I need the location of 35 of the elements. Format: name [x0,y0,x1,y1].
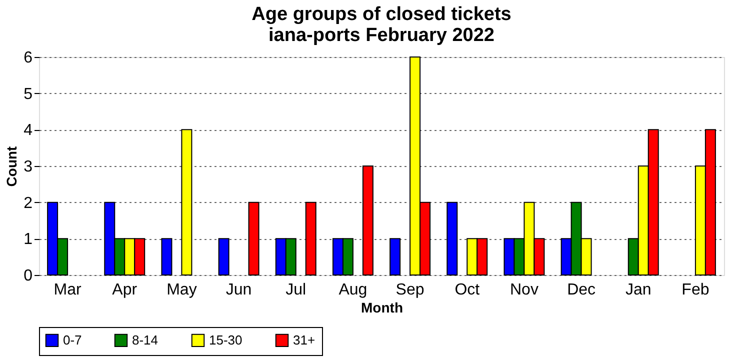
x-tick-label: Jul [286,282,306,298]
y-tick-label: 1 [24,231,33,248]
bar [161,238,172,276]
x-axis-title: Month [361,300,403,316]
y-tick-label: 0 [24,268,33,284]
y-tick-label: 5 [24,86,33,103]
bar [181,129,192,276]
bar [446,202,458,276]
bar [248,202,260,276]
x-tick-label: Apr [112,282,138,298]
chart-subtitle: iana-ports February 2022 [268,25,494,46]
x-tick-label: Dec [567,282,596,298]
y-tick-label: 4 [24,122,33,140]
bar [362,166,374,276]
x-tick-label: Nov [510,282,538,298]
x-tick-label: Oct [454,282,480,298]
x-tick-label: Mar [54,282,82,298]
legend-label: 0-7 [63,332,82,348]
x-tick-label: Aug [338,282,368,298]
legend-label: 15-30 [209,332,242,348]
y-tick-label: 6 [24,50,33,66]
legend-label: 8-14 [132,332,158,348]
x-tick-label: Feb [682,282,710,298]
x-tick-label: Jun [226,282,252,298]
y-tick-label: 2 [24,194,33,212]
x-tick-label: Sep [396,282,424,298]
bar [390,238,401,276]
legend-label: 31+ [293,332,316,348]
y-tick-label: 3 [24,158,33,176]
x-tick-label: Jan [625,282,652,298]
bar [218,238,230,276]
y-axis-title: Count [4,146,20,187]
bar [305,202,316,276]
x-tick-label: May [166,282,197,298]
chart-title: Age groups of closed tickets [252,4,512,25]
